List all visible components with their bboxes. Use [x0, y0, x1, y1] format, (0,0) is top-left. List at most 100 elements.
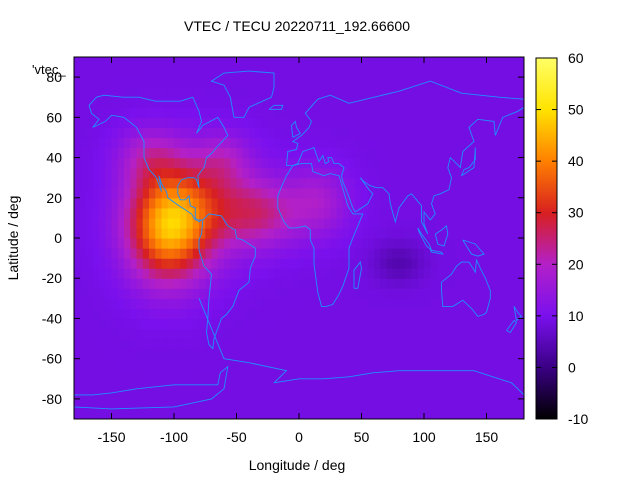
heatmap-cell: [155, 328, 163, 340]
heatmap-cell: [505, 97, 513, 108]
heatmap-cell: [267, 278, 275, 289]
heatmap-cell: [349, 368, 356, 380]
heatmap-cell: [186, 67, 194, 78]
heatmap-cell: [192, 238, 200, 249]
heatmap-cell: [361, 318, 369, 330]
heatmap-cell: [324, 348, 331, 360]
heatmap-cell: [486, 87, 494, 98]
heatmap-cell: [236, 378, 244, 390]
heatmap-cell: [292, 378, 300, 390]
heatmap-cell: [211, 358, 219, 370]
heatmap-cell: [230, 57, 238, 68]
heatmap-cell: [436, 57, 444, 68]
heatmap-cell: [80, 177, 88, 189]
heatmap-cell: [267, 157, 275, 169]
heatmap-cell: [311, 157, 319, 169]
heatmap-cell: [155, 358, 163, 370]
heatmap-cell: [224, 57, 231, 68]
heatmap-cell: [455, 278, 463, 289]
heatmap-cell: [199, 107, 206, 118]
heatmap-cell: [236, 97, 244, 108]
heatmap-cell: [342, 318, 350, 330]
heatmap-cell: [411, 187, 419, 199]
heatmap-cell: [192, 57, 200, 68]
heatmap-cell: [424, 197, 431, 209]
heatmap-cell: [186, 318, 194, 330]
heatmap-cell: [380, 378, 388, 390]
heatmap-cell: [342, 207, 350, 219]
heatmap-cell: [367, 328, 375, 340]
heatmap-cell: [205, 248, 213, 259]
heatmap-cell: [117, 408, 125, 419]
heatmap-cell: [455, 67, 463, 78]
heatmap-cell: [511, 268, 519, 279]
heatmap-cell: [455, 298, 463, 309]
heatmap-cell: [511, 117, 519, 128]
heatmap-cell: [136, 248, 144, 259]
heatmap-cell: [511, 137, 519, 149]
heatmap-cell: [136, 378, 144, 390]
heatmap-cell: [367, 378, 375, 390]
heatmap-cell: [436, 348, 444, 360]
heatmap-cell: [411, 197, 419, 209]
heatmap-cell: [399, 87, 406, 98]
heatmap-cell: [311, 67, 319, 78]
heatmap-cell: [261, 318, 269, 330]
heatmap-cell: [436, 338, 444, 350]
heatmap-cell: [336, 167, 344, 179]
heatmap-cell: [361, 378, 369, 390]
heatmap-cell: [311, 378, 319, 390]
heatmap-cell: [467, 398, 475, 410]
heatmap-cell: [286, 398, 294, 410]
heatmap-cell: [74, 207, 81, 219]
heatmap-cell: [117, 368, 125, 380]
heatmap-cell: [324, 328, 331, 340]
heatmap-cell: [167, 117, 175, 128]
heatmap-cell: [80, 368, 88, 380]
heatmap-cell: [405, 107, 413, 118]
heatmap-cell: [467, 177, 475, 189]
heatmap-cell: [136, 398, 144, 410]
heatmap-cell: [161, 268, 169, 279]
heatmap-cell: [161, 187, 169, 199]
heatmap-cell: [449, 318, 456, 330]
heatmap-cell: [361, 268, 369, 279]
heatmap-cell: [430, 207, 438, 219]
heatmap-cell: [155, 157, 163, 169]
heatmap-cell: [136, 258, 144, 269]
heatmap-cell: [124, 308, 131, 320]
colorbar: [535, 57, 558, 420]
heatmap-cell: [186, 298, 194, 309]
heatmap-cell: [224, 127, 231, 139]
heatmap-cell: [324, 67, 331, 78]
heatmap-cell: [192, 348, 200, 360]
heatmap-cell: [274, 298, 281, 309]
heatmap-cell: [192, 117, 200, 128]
heatmap-cell: [399, 97, 406, 108]
heatmap-cell: [492, 298, 500, 309]
heatmap-cell: [392, 408, 400, 419]
heatmap-cell: [155, 117, 163, 128]
heatmap-cell: [411, 107, 419, 118]
heatmap-cell: [280, 248, 288, 259]
heatmap-cell: [380, 197, 388, 209]
heatmap-cell: [367, 358, 375, 370]
heatmap-cell: [349, 117, 356, 128]
heatmap-cell: [417, 77, 425, 88]
heatmap-cell: [342, 167, 350, 179]
heatmap-cell: [492, 368, 500, 380]
heatmap-cell: [355, 348, 363, 360]
heatmap-cell: [292, 408, 300, 419]
heatmap-cell: [399, 127, 406, 139]
heatmap-cell: [486, 137, 494, 149]
heatmap-cell: [411, 207, 419, 219]
heatmap-cell: [349, 328, 356, 340]
heatmap-cell: [499, 288, 506, 299]
heatmap-cell: [486, 187, 494, 199]
heatmap-cell: [174, 207, 181, 219]
heatmap-cell: [99, 227, 106, 239]
heatmap-cell: [105, 368, 113, 380]
heatmap-cell: [205, 127, 213, 139]
heatmap-cell: [267, 57, 275, 68]
heatmap-cell: [230, 177, 238, 189]
